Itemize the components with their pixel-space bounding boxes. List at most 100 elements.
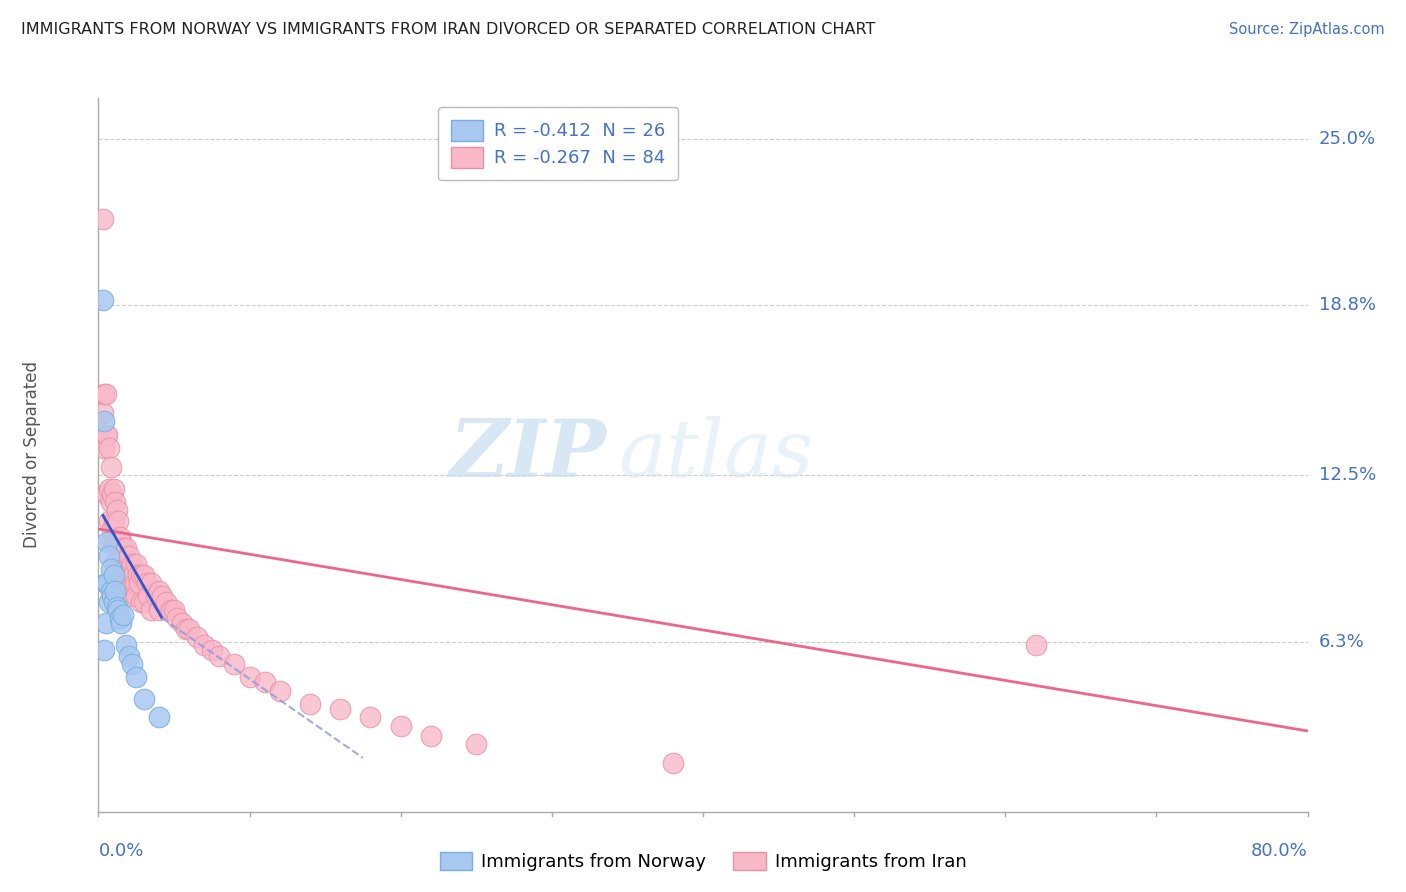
Point: [105, 567, 128, 582]
Text: 25.0%: 25.0%: [1319, 129, 1376, 147]
Point: [111, 541, 134, 555]
Point: [148, 583, 170, 598]
Point: [150, 589, 173, 603]
Point: [114, 638, 136, 652]
Point: [129, 595, 152, 609]
Point: [98, 514, 121, 528]
Point: [127, 567, 149, 582]
Point: [186, 630, 208, 644]
Point: [177, 622, 201, 636]
Point: [96, 535, 118, 549]
Point: [103, 595, 125, 609]
Point: [101, 487, 124, 501]
Point: [104, 495, 127, 509]
Point: [239, 670, 262, 684]
Point: [94, 616, 117, 631]
Point: [93, 414, 115, 428]
Point: [96, 487, 118, 501]
Point: [465, 738, 488, 752]
Point: [100, 495, 122, 509]
Point: [661, 756, 683, 771]
Point: [105, 535, 128, 549]
Point: [112, 549, 135, 563]
Point: [101, 589, 124, 603]
Point: [329, 702, 352, 716]
Point: [208, 648, 231, 663]
Point: [269, 683, 291, 698]
Text: atlas: atlas: [619, 417, 814, 493]
Point: [98, 441, 121, 455]
Point: [125, 557, 148, 571]
Point: [104, 583, 127, 598]
Text: Source: ZipAtlas.com: Source: ZipAtlas.com: [1229, 22, 1385, 37]
Point: [141, 575, 163, 590]
Point: [224, 657, 246, 671]
Point: [108, 530, 131, 544]
Point: [129, 567, 152, 582]
Point: [125, 589, 148, 603]
Point: [118, 549, 141, 563]
Point: [110, 557, 132, 571]
Point: [419, 729, 441, 743]
Point: [115, 562, 138, 576]
Point: [174, 622, 197, 636]
Point: [160, 603, 183, 617]
Point: [124, 575, 146, 590]
Point: [132, 595, 155, 609]
Point: [122, 567, 145, 582]
Point: [132, 691, 155, 706]
Point: [114, 575, 136, 590]
Point: [94, 575, 117, 590]
Legend: Immigrants from Norway, Immigrants from Iran: Immigrants from Norway, Immigrants from …: [432, 845, 974, 879]
Point: [118, 648, 141, 663]
Point: [98, 549, 121, 563]
Point: [111, 575, 134, 590]
Text: IMMIGRANTS FROM NORWAY VS IMMIGRANTS FROM IRAN DIVORCED OR SEPARATED CORRELATION: IMMIGRANTS FROM NORWAY VS IMMIGRANTS FRO…: [21, 22, 876, 37]
Text: Divorced or Separated: Divorced or Separated: [22, 361, 41, 549]
Point: [166, 611, 188, 625]
Point: [94, 487, 117, 501]
Point: [145, 589, 167, 603]
Point: [148, 603, 170, 617]
Point: [91, 293, 114, 307]
Point: [1024, 638, 1046, 652]
Point: [148, 710, 170, 724]
Point: [121, 657, 143, 671]
Point: [360, 710, 382, 724]
Point: [389, 718, 412, 732]
Legend: R = -0.412  N = 26, R = -0.267  N = 84: R = -0.412 N = 26, R = -0.267 N = 84: [439, 107, 678, 180]
Point: [107, 549, 129, 563]
Text: 0.0%: 0.0%: [98, 842, 143, 860]
Point: [98, 482, 121, 496]
Point: [121, 557, 143, 571]
Point: [96, 427, 118, 442]
Point: [91, 212, 114, 227]
Point: [98, 595, 121, 609]
Point: [93, 387, 115, 401]
Point: [100, 460, 122, 475]
Point: [170, 616, 193, 631]
Text: 18.8%: 18.8%: [1319, 296, 1375, 315]
Point: [100, 562, 122, 576]
Point: [103, 567, 125, 582]
Point: [100, 583, 122, 598]
Point: [299, 697, 322, 711]
Point: [110, 535, 132, 549]
Point: [91, 406, 114, 420]
Point: [105, 600, 128, 615]
Point: [132, 567, 155, 582]
Point: [141, 603, 163, 617]
Point: [101, 522, 124, 536]
Point: [108, 611, 131, 625]
Text: ZIP: ZIP: [450, 417, 606, 493]
Point: [105, 503, 128, 517]
Point: [128, 575, 150, 590]
Point: [103, 514, 125, 528]
Text: 6.3%: 6.3%: [1319, 633, 1364, 651]
Point: [93, 441, 115, 455]
Point: [108, 562, 131, 576]
Point: [114, 541, 136, 555]
Point: [103, 557, 125, 571]
Text: 12.5%: 12.5%: [1319, 467, 1376, 484]
Point: [163, 603, 186, 617]
